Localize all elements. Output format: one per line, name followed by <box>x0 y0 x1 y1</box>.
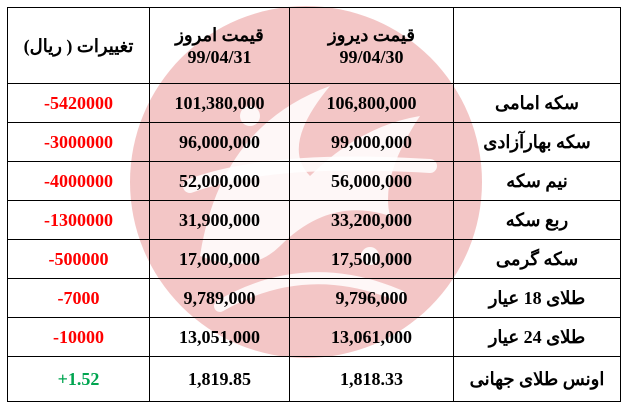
item-name-cell: طلای 24 عیار <box>453 317 621 357</box>
yesterday-price-cell: 99,000,000 <box>289 122 454 162</box>
item-name-cell: طلای 18 عیار <box>453 278 621 318</box>
today-price-cell: 96,000,000 <box>149 122 290 162</box>
change-cell: +1.52 <box>7 356 150 402</box>
change-header-label: تغییرات ( ریال) <box>23 35 134 56</box>
yesterday-header-date: 99/04/30 <box>339 46 404 67</box>
table-row: -500000 17,000,000 17,500,000 سکه گرمی <box>7 239 621 279</box>
yesterday-price-cell: 56,000,000 <box>289 161 454 201</box>
change-cell: -500000 <box>7 239 150 279</box>
change-cell: -4000000 <box>7 161 150 201</box>
today-header-label: قیمت امروز <box>175 24 264 45</box>
change-cell: -1300000 <box>7 200 150 240</box>
change-header: تغییرات ( ریال) <box>7 7 150 84</box>
yesterday-price-cell: 9,796,000 <box>289 278 454 318</box>
table-row: -7000 9,789,000 9,796,000 طلای 18 عیار <box>7 278 621 318</box>
change-cell: -5420000 <box>7 83 150 123</box>
item-name-cell: اونس طلای جهانی <box>453 356 621 402</box>
today-price-cell: 1,819.85 <box>149 356 290 402</box>
today-price-cell: 9,789,000 <box>149 278 290 318</box>
today-header-date: 99/04/31 <box>187 46 252 67</box>
table-row: -3000000 96,000,000 99,000,000 سکه بهارآ… <box>7 122 621 162</box>
item-name-cell: نیم سکه <box>453 161 621 201</box>
today-price-cell: 13,051,000 <box>149 317 290 357</box>
yesterday-price-cell: 33,200,000 <box>289 200 454 240</box>
yesterday-price-cell: 1,818.33 <box>289 356 454 402</box>
today-price-cell: 101,380,000 <box>149 83 290 123</box>
item-name-cell: سکه بهارآزادی <box>453 122 621 162</box>
yesterday-header: قیمت دیروز 99/04/30 <box>289 7 454 84</box>
item-name-cell: سکه گرمی <box>453 239 621 279</box>
change-cell: -7000 <box>7 278 150 318</box>
header-row: تغییرات ( ریال) قیمت امروز 99/04/31 قیمت… <box>7 7 621 84</box>
today-price-cell: 52,000,000 <box>149 161 290 201</box>
change-cell: -3000000 <box>7 122 150 162</box>
today-price-cell: 17,000,000 <box>149 239 290 279</box>
item-name-cell: ربع سکه <box>453 200 621 240</box>
yesterday-header-label: قیمت دیروز <box>328 24 415 45</box>
change-cell: -10000 <box>7 317 150 357</box>
today-header: قیمت امروز 99/04/31 <box>149 7 290 84</box>
item-header <box>453 7 621 84</box>
table-row: -10000 13,051,000 13,061,000 طلای 24 عیا… <box>7 317 621 357</box>
today-price-cell: 31,900,000 <box>149 200 290 240</box>
table-row: -1300000 31,900,000 33,200,000 ربع سکه <box>7 200 621 240</box>
table-row: -4000000 52,000,000 56,000,000 نیم سکه <box>7 161 621 201</box>
table-row: +1.52 1,819.85 1,818.33 اونس طلای جهانی <box>7 356 621 402</box>
yesterday-price-cell: 17,500,000 <box>289 239 454 279</box>
gold-price-table: تغییرات ( ریال) قیمت امروز 99/04/31 قیمت… <box>7 7 621 402</box>
yesterday-price-cell: 13,061,000 <box>289 317 454 357</box>
yesterday-price-cell: 106,800,000 <box>289 83 454 123</box>
table-row: -5420000 101,380,000 106,800,000 سکه اما… <box>7 83 621 123</box>
item-name-cell: سکه امامی <box>453 83 621 123</box>
